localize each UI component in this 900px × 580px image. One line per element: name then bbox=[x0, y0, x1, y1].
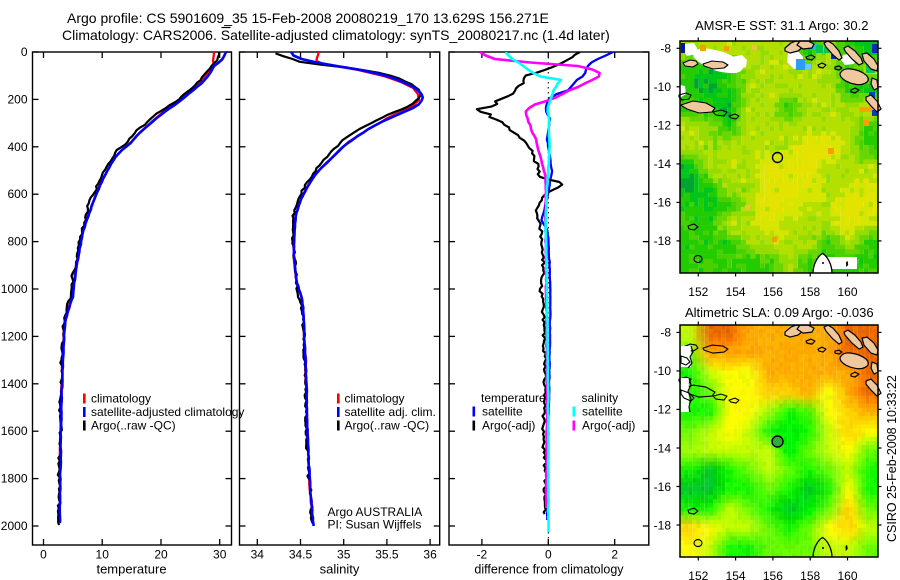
svg-text:-2: -2 bbox=[477, 548, 488, 562]
svg-text:-18: -18 bbox=[654, 518, 672, 532]
svg-text:0: 0 bbox=[21, 45, 28, 59]
svg-text:20: 20 bbox=[154, 548, 168, 562]
svg-text:400: 400 bbox=[7, 140, 27, 154]
svg-text:-10: -10 bbox=[654, 364, 672, 378]
svg-text:158: 158 bbox=[800, 285, 820, 299]
svg-text:Argo(..raw -QC): Argo(..raw -QC) bbox=[345, 418, 430, 432]
svg-text:AMSR-E SST: 31.1 Argo: 30.2: AMSR-E SST: 31.1 Argo: 30.2 bbox=[695, 18, 868, 33]
svg-text:Argo(-adj): Argo(-adj) bbox=[482, 419, 535, 433]
svg-text:salinity: salinity bbox=[582, 391, 619, 405]
svg-text:160: 160 bbox=[837, 285, 857, 299]
svg-text:Argo AUSTRALIA: Argo AUSTRALIA bbox=[328, 505, 423, 519]
svg-text:-12: -12 bbox=[654, 403, 672, 417]
svg-text:satellite adj. clim.: satellite adj. clim. bbox=[345, 405, 436, 419]
svg-text:satellite: satellite bbox=[482, 405, 523, 419]
svg-text:35: 35 bbox=[337, 548, 351, 562]
svg-text:difference from climatology: difference from climatology bbox=[474, 563, 624, 577]
svg-text:satellite: satellite bbox=[582, 405, 623, 419]
svg-text:-8: -8 bbox=[660, 42, 671, 56]
svg-text:2000: 2000 bbox=[1, 519, 28, 533]
svg-text:1800: 1800 bbox=[1, 472, 28, 486]
svg-text:-16: -16 bbox=[654, 196, 672, 210]
svg-text:800: 800 bbox=[7, 235, 27, 249]
svg-text:satellite-adjusted climatology: satellite-adjusted climatology bbox=[91, 405, 244, 419]
svg-text:160: 160 bbox=[837, 569, 857, 580]
svg-text:10: 10 bbox=[96, 548, 110, 562]
svg-text:climatology: climatology bbox=[91, 391, 151, 405]
svg-text:600: 600 bbox=[7, 187, 27, 201]
svg-text:36: 36 bbox=[423, 548, 437, 562]
svg-text:Argo(..raw -QC): Argo(..raw -QC) bbox=[91, 418, 176, 432]
svg-text:34: 34 bbox=[251, 548, 265, 562]
svg-text:temperature: temperature bbox=[96, 562, 166, 577]
svg-text:-10: -10 bbox=[654, 80, 672, 94]
svg-text:-18: -18 bbox=[654, 234, 672, 248]
svg-text:152: 152 bbox=[688, 285, 708, 299]
svg-text:CSIRO 25-Feb-2008 10:33:22: CSIRO 25-Feb-2008 10:33:22 bbox=[885, 375, 899, 542]
svg-text:34.5: 34.5 bbox=[289, 548, 313, 562]
svg-text:PI: Susan Wijffels: PI: Susan Wijffels bbox=[328, 518, 422, 532]
svg-text:salinity: salinity bbox=[320, 562, 360, 577]
svg-text:climatology: climatology bbox=[345, 391, 405, 405]
svg-text:152: 152 bbox=[688, 569, 708, 580]
svg-text:0: 0 bbox=[545, 548, 552, 562]
svg-text:temperature: temperature bbox=[481, 391, 546, 405]
svg-text:35.5: 35.5 bbox=[375, 548, 399, 562]
svg-text:200: 200 bbox=[7, 92, 27, 106]
svg-text:156: 156 bbox=[763, 285, 783, 299]
svg-text:-14: -14 bbox=[654, 441, 672, 455]
svg-text:0: 0 bbox=[40, 548, 47, 562]
svg-text:154: 154 bbox=[726, 569, 746, 580]
svg-text:158: 158 bbox=[800, 569, 820, 580]
svg-text:1600: 1600 bbox=[1, 424, 28, 438]
svg-text:-8: -8 bbox=[660, 326, 671, 340]
svg-text:156: 156 bbox=[763, 569, 783, 580]
svg-text:Altimetric SLA: 0.09 Argo: -0.: Altimetric SLA: 0.09 Argo: -0.036 bbox=[685, 305, 874, 320]
svg-text:1400: 1400 bbox=[1, 377, 28, 391]
svg-text:1200: 1200 bbox=[1, 329, 28, 343]
svg-text:154: 154 bbox=[726, 285, 746, 299]
svg-text:Argo profile: CS 5901609_35 15: Argo profile: CS 5901609_35 15-Feb-2008 … bbox=[67, 10, 549, 26]
svg-text:Argo(-adj): Argo(-adj) bbox=[582, 419, 635, 433]
svg-text:-12: -12 bbox=[654, 119, 672, 133]
svg-text:Climatology: CARS2006. Satelli: Climatology: CARS2006. Satellite-adjuste… bbox=[62, 27, 610, 43]
svg-text:2: 2 bbox=[611, 548, 618, 562]
svg-text:-16: -16 bbox=[654, 480, 672, 494]
svg-text:30: 30 bbox=[213, 548, 227, 562]
svg-text:-14: -14 bbox=[654, 157, 672, 171]
svg-text:1000: 1000 bbox=[1, 282, 28, 296]
